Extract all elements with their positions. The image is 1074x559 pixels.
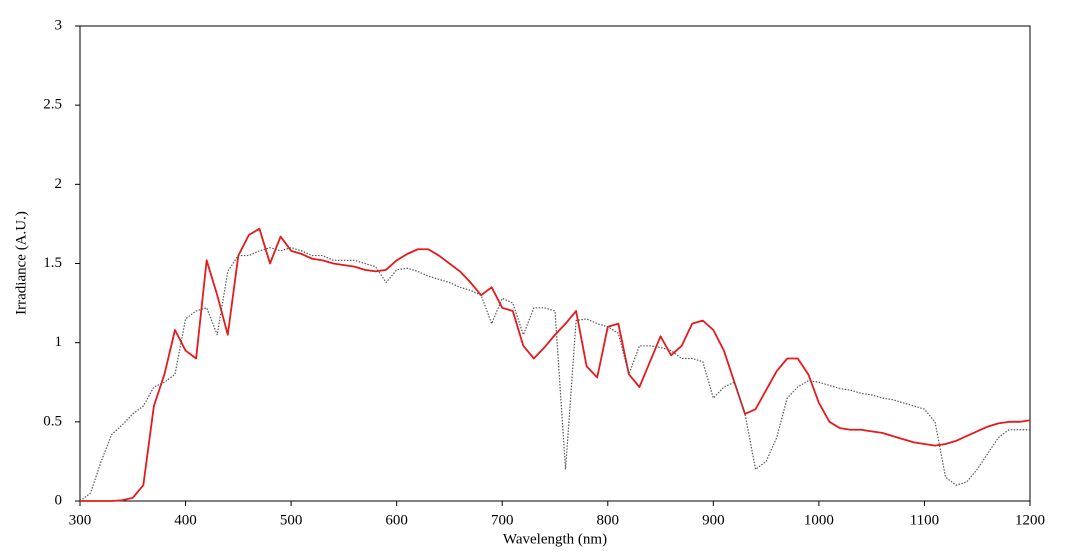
y-tick-label: 3 [55, 17, 63, 33]
series-line [80, 227, 1031, 502]
x-tick-label: 900 [702, 512, 725, 528]
y-tick-label: 0.5 [43, 413, 62, 429]
series-line [79, 247, 1030, 502]
x-tick-label: 400 [174, 512, 197, 528]
y-tick-label: 2.5 [43, 97, 62, 113]
x-tick-label: 1000 [804, 512, 834, 528]
y-tick-label: 1.5 [43, 255, 62, 271]
y-tick-label: 0 [55, 492, 63, 508]
x-tick-label: 800 [597, 512, 620, 528]
x-tick-label: 1200 [1015, 512, 1045, 528]
plot-frame [79, 25, 1031, 502]
x-tick-label: 700 [491, 512, 514, 528]
x-axis-label: Wavelength (nm) [503, 531, 607, 547]
y-tick-label: 1 [55, 334, 63, 350]
y-axis-label: Irradiance (A.U.) [13, 211, 29, 315]
x-tick-label: 1100 [910, 512, 939, 528]
x-tick-label: 500 [280, 512, 303, 528]
y-tick-label: 2 [55, 176, 63, 192]
x-tick-label: 300 [69, 512, 92, 528]
x-tick-label: 600 [385, 512, 408, 528]
